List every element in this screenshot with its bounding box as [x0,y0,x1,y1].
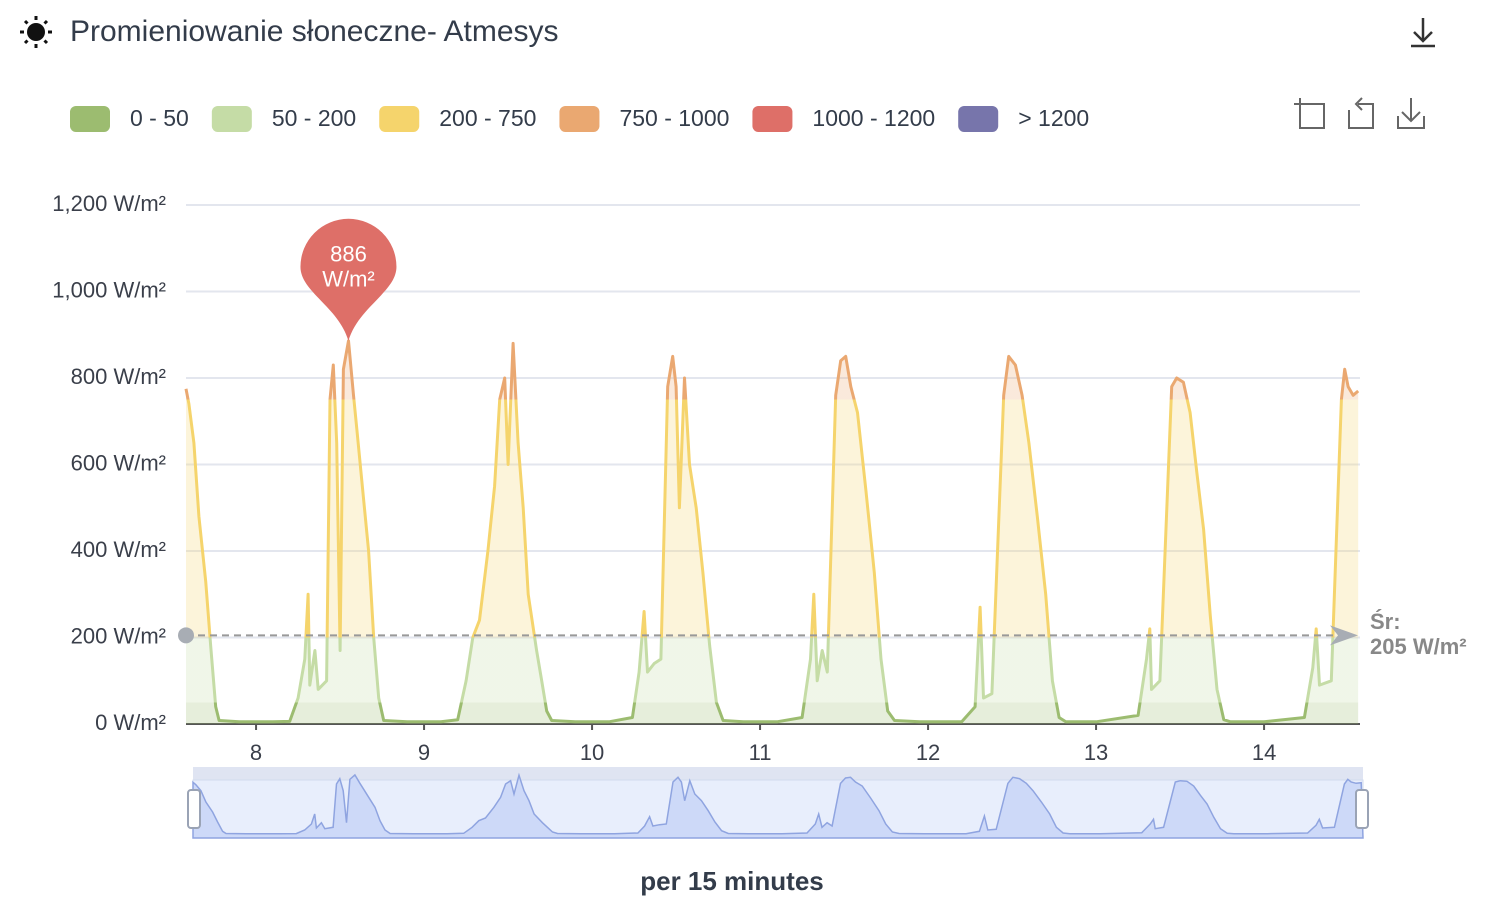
average-label: Śr: [1370,609,1401,634]
legend-label: 750 - 1000 [619,105,729,131]
legend-swatch [379,106,420,132]
y-tick-label: 0 W/m² [95,710,166,735]
x-tick-label: 10 [580,740,604,765]
max-marker-value: 886 [330,242,367,267]
legend: 0 - 50 50 - 200 200 - 750 750 - 1000 1000 - … [70,105,1089,132]
y-tick-label: 400 W/m² [71,537,166,562]
legend-label: 50 - 200 [272,105,356,131]
legend-swatch [70,106,110,132]
slider-handle[interactable] [1355,789,1369,829]
y-tick-label: 600 W/m² [71,450,166,475]
x-tick-label: 12 [916,740,940,765]
data-zoom-slider[interactable] [187,767,1369,839]
slider-preview [192,772,1364,839]
average-arrow [1330,625,1358,646]
y-tick-label: 1,200 W/m² [52,191,166,216]
legend-swatch [559,106,600,132]
x-tick-label: 13 [1084,740,1108,765]
legend-label: 0 - 50 [130,105,189,131]
max-marker [300,218,397,341]
zoom-button[interactable] [1294,98,1325,129]
legend-swatch [211,106,252,132]
legend-swatch [958,106,999,132]
x-tick-label: 9 [418,740,430,765]
legend-label: 200 - 750 [439,105,536,131]
y-tick-label: 1,000 W/m² [52,277,166,302]
chart-title: Promieniowanie słoneczne- Atmesys [70,15,559,48]
reset-zoom-button[interactable] [1348,97,1374,129]
legend-swatch [752,106,793,132]
y-tick-label: 800 W/m² [71,364,166,389]
download-button[interactable] [1411,18,1435,48]
max-marker-unit: W/m² [322,267,375,292]
line [184,339,1360,724]
average-start [178,627,194,644]
save-image-button[interactable] [1397,98,1425,129]
x-axis-footer: per 15 minutes [640,866,824,896]
x-tick-label: 8 [250,740,262,765]
legend-label: 1000 - 1200 [812,105,935,131]
area [186,340,1359,724]
legend-label: > 1200 [1018,105,1089,131]
plot-area: 0 W/m² 200 W/m² 400 W/m² 600 W/m² 800 W/m² 1,… [52,191,1466,765]
slider-top-bar [193,767,1363,780]
sun-icon [20,16,52,48]
average-value-label: 205 W/m² [1370,634,1467,659]
slider-handle[interactable] [187,789,201,829]
y-tick-label: 200 W/m² [71,623,166,648]
x-tick-label: 11 [749,740,772,765]
x-tick-label: 14 [1252,740,1276,765]
